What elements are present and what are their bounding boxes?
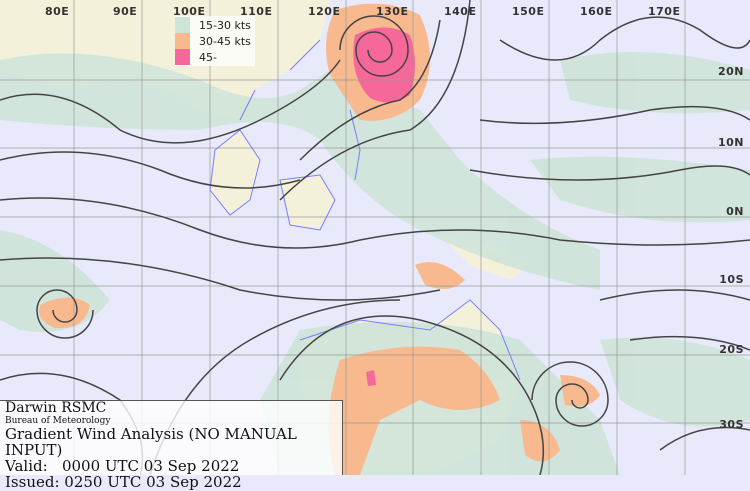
lat-label: 20N	[717, 65, 744, 78]
lon-label: 110E	[240, 5, 273, 18]
legend-label: 45-	[199, 50, 217, 64]
legend-item: 15-30 kts	[175, 17, 251, 33]
wind-speed-legend: 15-30 kts 30-45 kts 45-	[175, 16, 255, 66]
lat-label: 30S	[719, 418, 744, 431]
lon-label: 120E	[308, 5, 341, 18]
issued-time: Issued: 0250 UTC 03 Sep 2022	[5, 473, 242, 491]
legend-swatch	[175, 33, 190, 49]
lat-label: 20S	[719, 343, 744, 356]
lon-label: 140E	[444, 5, 477, 18]
lon-label: 80E	[45, 5, 70, 18]
wind-streamline-map	[0, 0, 750, 475]
lon-label: 170E	[648, 5, 681, 18]
legend-item: 30-45 kts	[175, 33, 251, 49]
lon-label: 130E	[376, 5, 409, 18]
product-title: Gradient Wind Analysis (NO MANUAL INPUT)	[5, 425, 297, 459]
wind-45-plus-areas	[353, 27, 415, 386]
coastlines	[209, 39, 521, 381]
legend-label: 30-45 kts	[199, 34, 251, 48]
valid-time: Valid: 0000 UTC 03 Sep 2022	[5, 457, 240, 475]
lon-label: 160E	[580, 5, 613, 18]
streamlines	[0, 0, 750, 475]
lat-label: 10S	[719, 273, 744, 286]
legend-swatch	[175, 49, 190, 65]
center-name: Darwin RSMC	[5, 400, 107, 416]
analysis-info-box: Darwin RSMC Bureau of Meteorology Gradie…	[0, 400, 343, 490]
lon-label: 150E	[512, 5, 545, 18]
lat-label: 0N	[726, 205, 744, 218]
legend-swatch	[175, 17, 190, 33]
lon-label: 90E	[113, 5, 138, 18]
lat-label: 10N	[717, 136, 744, 149]
lon-label: 100E	[173, 5, 206, 18]
legend-label: 15-30 kts	[199, 18, 251, 32]
agency-name: Bureau of Meteorology	[5, 416, 111, 426]
legend-item: 45-	[175, 49, 251, 65]
